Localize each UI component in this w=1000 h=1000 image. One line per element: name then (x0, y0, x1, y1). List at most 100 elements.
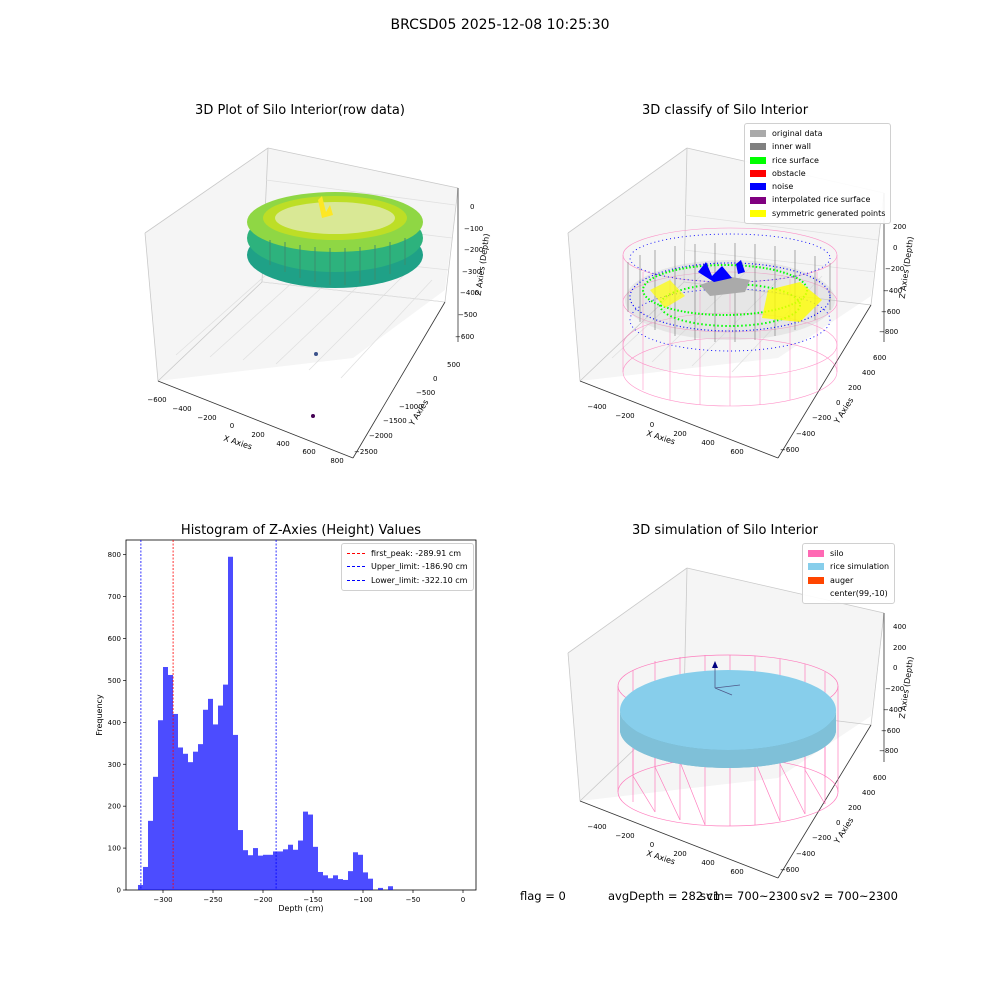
histogram-chart: −300 −250 −200 −150 −100 −50 0 0 100 200 300 400 50… (95, 539, 477, 913)
hist-xtick-label: 0 (461, 896, 465, 904)
panel4-xtick: −200 (615, 832, 634, 840)
legend-label: inner wall (772, 142, 812, 152)
panel1-ytick: −2000 (369, 432, 393, 440)
hist-bar (363, 872, 368, 890)
panel1-ztick: −300 (462, 268, 481, 276)
panel2-xtick: 600 (730, 448, 743, 456)
panel2-x-ticks: −400 −200 0 200 400 600 (587, 403, 743, 456)
panel2-ytick: 400 (862, 369, 875, 377)
hist-xtick-label: −100 (353, 896, 372, 904)
hist-bar (158, 720, 163, 890)
panel2-points (625, 233, 835, 352)
legend-swatch (750, 130, 766, 138)
legend-line (347, 553, 365, 555)
panel4-xtick: −400 (587, 823, 606, 831)
hist-bar (153, 776, 158, 890)
panel1-axis-lines (157, 188, 459, 459)
panel1-x-ticks: −600 −400 −200 0 200 400 600 800 (147, 396, 343, 465)
panel2-ztick: −800 (879, 328, 898, 336)
panel4-ytick: −600 (780, 866, 799, 874)
panel4-xtick: 0 (650, 841, 654, 849)
hist-bar (228, 556, 233, 890)
panel1-xtick: −200 (197, 414, 216, 422)
hist-bar (213, 724, 218, 890)
hist-ytick-label: 500 (108, 677, 121, 685)
panel1-xtick: 200 (251, 431, 264, 439)
panel1-ytick: −1000 (399, 403, 423, 411)
panel1-ztick: −200 (464, 246, 483, 254)
figure-title: BRCSD05 2025-12-08 10:25:30 (390, 17, 610, 33)
panel4-ytick: 200 (848, 804, 861, 812)
hist-bar (178, 747, 183, 890)
legend-item-rice-surface: rice surface (750, 154, 885, 167)
hist-bar (168, 674, 173, 890)
hist-bar (238, 830, 243, 890)
panel2-ytick: −400 (796, 430, 815, 438)
hist-xtick-label: −50 (406, 896, 421, 904)
hist-bar (163, 667, 168, 890)
panel1-ytick: −1500 (383, 417, 407, 425)
hist-bar (323, 875, 328, 890)
panel1-surface (247, 192, 423, 418)
hist-reference-lines (140, 540, 277, 890)
hist-xlabel: Depth (cm) (278, 904, 323, 913)
hist-ytick-label: 700 (108, 593, 121, 601)
hist-bar (283, 849, 288, 890)
panel1-ztick: −100 (464, 225, 483, 233)
panel2-ztick: −600 (881, 308, 900, 316)
legend-label: rice surface (772, 155, 819, 165)
hist-ytick-label: 200 (108, 803, 121, 811)
legend-swatch (750, 170, 766, 178)
panel2-ytick: −600 (780, 446, 799, 454)
legend-item-symmetric: symmetric generated points (750, 207, 885, 220)
panel4-y-ticks: 600 400 200 0 −200 −400 −600 (780, 774, 886, 874)
hist-bar (288, 844, 293, 890)
hist-bar (233, 734, 238, 890)
hist-bar (378, 887, 383, 890)
hist-ytick-label: 0 (117, 887, 121, 895)
panel2-legend: original data inner wall rice surface ob… (744, 123, 892, 225)
panel1-3d-plot: −600 −400 −200 0 200 400 600 800 X Axies… (144, 147, 491, 465)
hist-bar (293, 849, 298, 890)
panel4-x-ticks: −400 −200 0 200 400 600 (587, 823, 743, 876)
hist-bar (208, 698, 213, 890)
legend-swatch (750, 183, 766, 191)
panel1-y-ticks: 500 0 −500 −1000 −1500 −2000 −2500 (354, 361, 460, 456)
hist-bar (198, 744, 203, 890)
legend-label: rice simulation (830, 562, 890, 572)
legend-swatch (808, 563, 824, 571)
panel2-ytick: 0 (836, 399, 840, 407)
hist-title: Histogram of Z-Axies (Height) Values (180, 523, 422, 538)
legend-item-obstacle: obstacle (750, 167, 885, 180)
panel4-ytick: 600 (873, 774, 886, 782)
panel4-ztick: −200 (885, 685, 904, 693)
legend-label: center(99,-10) (830, 588, 888, 598)
legend-label: silo (830, 549, 844, 558)
panel2-ytick: −200 (812, 414, 831, 422)
hist-xtick-label: −150 (303, 896, 322, 904)
hist-x-ticks: −300 −250 −200 −150 −100 −50 0 (153, 890, 465, 904)
panel4-auger (712, 661, 741, 696)
panel1-xtick: 400 (276, 440, 289, 448)
legend-label: auger (830, 575, 854, 585)
hist-ytick-label: 600 (108, 635, 121, 643)
panel4-axis-lines (579, 613, 885, 879)
legend-item-auger: auger (808, 574, 889, 587)
hist-bar (313, 846, 318, 890)
panel1-xtick: 800 (330, 457, 343, 465)
panel2-ztick: 0 (893, 244, 897, 252)
hist-bar (343, 879, 348, 890)
legend-line (347, 579, 365, 581)
panel1-ztick: −400 (460, 289, 479, 297)
hist-bar (353, 852, 358, 890)
hist-bar (303, 811, 308, 890)
panel4-ztick: −600 (881, 727, 900, 735)
hist-y-ticks: 0 100 200 300 400 500 600 700 800 (108, 551, 126, 895)
panel1-xtick: 0 (230, 422, 234, 430)
hist-bar (248, 855, 253, 890)
hist-bar (273, 851, 278, 890)
panel2-y-ticks: 600 400 200 0 −200 −400 −600 (780, 354, 886, 454)
legend-item-center: center(99,-10) (808, 587, 889, 600)
legend-label: interpolated rice surface (772, 195, 871, 205)
panel1-ytick: −500 (416, 389, 435, 397)
